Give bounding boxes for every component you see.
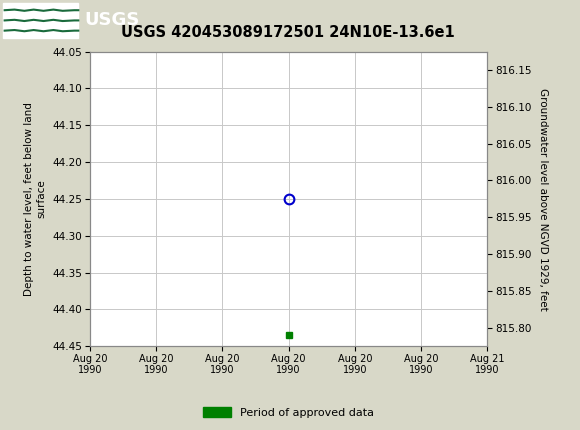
FancyBboxPatch shape [3, 3, 78, 37]
Text: USGS: USGS [84, 12, 139, 29]
Y-axis label: Groundwater level above NGVD 1929, feet: Groundwater level above NGVD 1929, feet [538, 87, 548, 310]
Legend: Period of approved data: Period of approved data [198, 403, 378, 422]
Y-axis label: Depth to water level, feet below land
surface: Depth to water level, feet below land su… [24, 102, 47, 296]
Text: USGS 420453089172501 24N10E-13.6e1: USGS 420453089172501 24N10E-13.6e1 [121, 25, 455, 40]
